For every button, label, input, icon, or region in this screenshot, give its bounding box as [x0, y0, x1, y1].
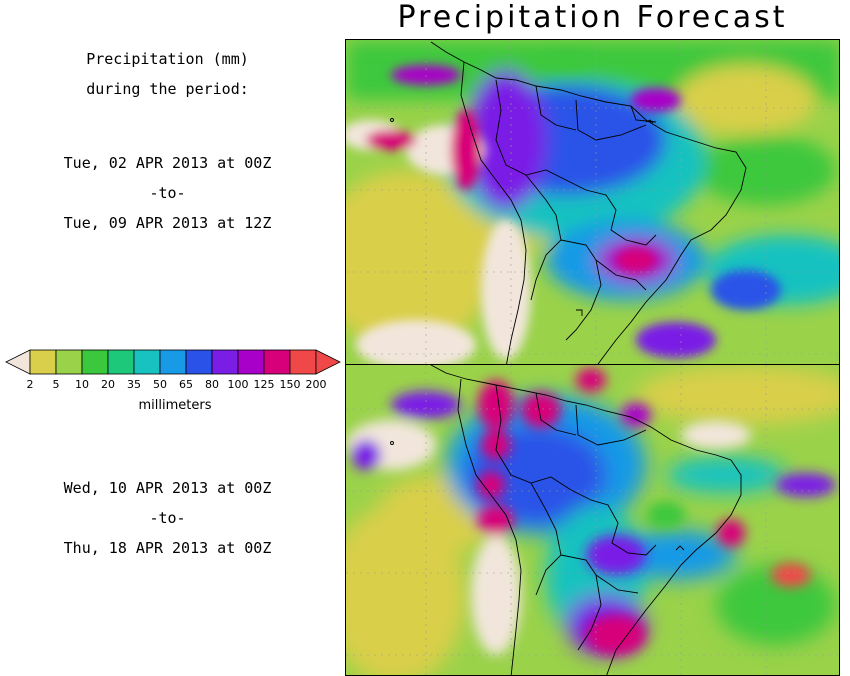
legend-tick-label: 35 [127, 378, 141, 391]
period2-start: Wed, 10 APR 2013 at 00Z [63, 479, 272, 497]
legend-high-triangle [315, 349, 341, 375]
period-header-line1: Precipitation (mm) [86, 50, 249, 68]
legend-box [289, 349, 317, 375]
legend-low-triangle [5, 349, 31, 375]
legend-tick-label: 2 [27, 378, 34, 391]
legend-box [185, 349, 213, 375]
legend-box [237, 349, 265, 375]
legend-tick-label: 65 [179, 378, 193, 391]
legend-tick-label: 125 [254, 378, 275, 391]
color-legend: 2 5 10 20 35 50 65 80 100 125 150 200 [5, 349, 341, 391]
legend-tick-label: 200 [306, 378, 327, 391]
legend-unit: millimeters [138, 398, 212, 413]
legend-box [55, 349, 83, 375]
legend-tick-label: 50 [153, 378, 167, 391]
legend-tick-label: 150 [280, 378, 301, 391]
period1-end: Tue, 09 APR 2013 at 12Z [63, 214, 272, 232]
legend-box [133, 349, 161, 375]
forecast-map-period2 [345, 364, 840, 676]
forecast-map-period1 [345, 39, 840, 366]
legend-box [159, 349, 187, 375]
period1-sep: -to- [149, 184, 186, 202]
period1-dates: Tue, 02 APR 2013 at 00Z -to- Tue, 09 APR… [0, 148, 335, 238]
legend-tick-label: 80 [205, 378, 219, 391]
period2-dates: Wed, 10 APR 2013 at 00Z -to- Thu, 18 APR… [0, 473, 335, 563]
legend-tick-label: 10 [75, 378, 89, 391]
period-header-line2: during the period: [86, 80, 249, 98]
legend-box [29, 349, 57, 375]
period-header: Precipitation (mm) during the period: [0, 44, 335, 104]
period2-end: Thu, 18 APR 2013 at 00Z [63, 539, 272, 557]
legend-box [211, 349, 239, 375]
legend-tick-label: 5 [53, 378, 60, 391]
period1-start: Tue, 02 APR 2013 at 00Z [63, 154, 272, 172]
legend-tick-label: 100 [228, 378, 249, 391]
period2-sep: -to- [149, 509, 186, 527]
legend-box [263, 349, 291, 375]
legend-tick-label: 20 [101, 378, 115, 391]
legend-box [81, 349, 109, 375]
chart-title: Precipitation Forecast [397, 0, 788, 35]
legend-box [107, 349, 135, 375]
